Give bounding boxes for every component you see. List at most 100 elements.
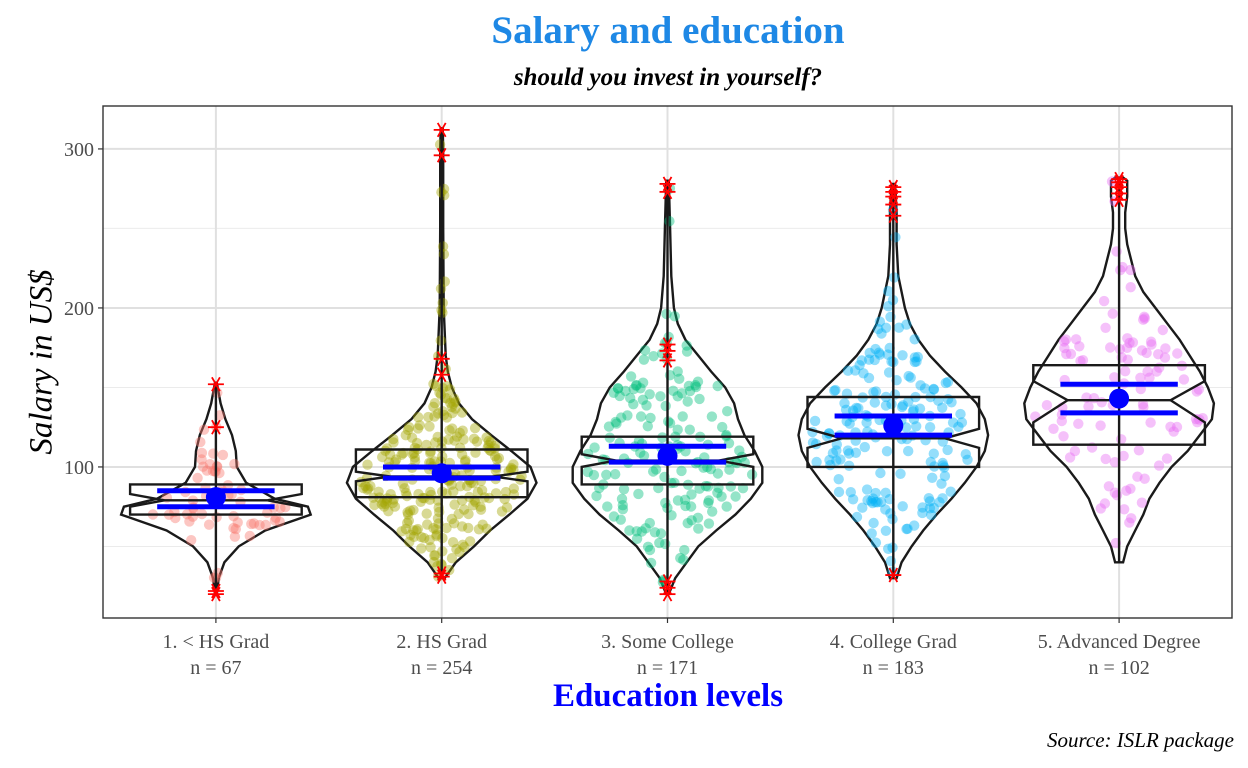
data-point [631, 526, 642, 537]
data-point [840, 404, 852, 415]
data-point [946, 397, 957, 408]
data-point [1105, 342, 1116, 353]
data-point [496, 506, 508, 517]
data-point [903, 396, 914, 407]
data-point [459, 456, 471, 467]
data-point [914, 403, 926, 414]
outlier-stroke [662, 574, 673, 589]
data-point [443, 434, 454, 445]
data-point [612, 383, 624, 394]
data-point [1120, 366, 1131, 377]
outlier-stroke [662, 337, 673, 352]
data-point [1172, 348, 1183, 359]
data-point [885, 555, 897, 567]
data-point [1069, 445, 1081, 457]
data-point [1103, 481, 1115, 492]
data-point [602, 501, 613, 512]
data-point [408, 531, 420, 542]
data-point [428, 556, 440, 568]
data-point [402, 509, 414, 520]
data-point [444, 425, 455, 436]
data-point [471, 436, 483, 447]
data-point [610, 469, 621, 480]
data-point [448, 398, 459, 409]
data-point [880, 400, 892, 411]
data-point [880, 504, 891, 515]
data-point [628, 399, 639, 410]
outlier-stroke [211, 586, 221, 602]
data-point [721, 429, 732, 441]
data-point [859, 441, 870, 453]
data-point [1124, 517, 1135, 528]
data-point [896, 401, 908, 413]
data-point [648, 466, 659, 477]
data-point [402, 507, 413, 518]
outlier-marker [433, 569, 450, 585]
data-point [1119, 504, 1130, 515]
outlier-marker [885, 567, 902, 583]
data-point [672, 495, 684, 506]
data-point [645, 557, 657, 569]
data-point [388, 437, 399, 448]
data-point [377, 451, 388, 463]
data-point [456, 407, 468, 418]
data-point [1109, 457, 1121, 468]
data-point [684, 424, 695, 435]
data-point [422, 519, 433, 530]
data-point [404, 536, 415, 548]
data-point [897, 501, 908, 512]
x-tick-count-label: n = 183 [863, 657, 924, 679]
data-point [229, 531, 241, 542]
data-point [454, 546, 465, 558]
data-point [1115, 264, 1126, 276]
data-point [387, 497, 398, 509]
data-point [448, 486, 459, 497]
data-point [917, 502, 928, 513]
data-point [875, 467, 886, 479]
data-point [668, 385, 679, 396]
data-point [850, 447, 862, 458]
data-point [648, 351, 659, 362]
data-point [468, 500, 479, 511]
data-point [446, 479, 457, 490]
y-tick-label: 100 [64, 457, 94, 479]
data-point [676, 465, 687, 477]
data-point [601, 469, 612, 480]
data-point [835, 454, 846, 465]
data-point [703, 495, 715, 506]
data-point [831, 445, 842, 456]
data-point [912, 351, 923, 363]
data-point [616, 493, 628, 505]
category-group [1023, 171, 1216, 564]
data-point [923, 493, 934, 504]
data-point [831, 439, 842, 450]
x-tick-count-label: n = 254 [411, 657, 472, 679]
x-tick-label: 1. < HS Grad [162, 631, 269, 653]
data-point [845, 487, 856, 498]
data-point [483, 435, 495, 447]
data-point [901, 523, 912, 535]
data-point [203, 519, 215, 530]
data-point [1153, 460, 1165, 471]
data-point [655, 528, 667, 539]
data-point [447, 407, 458, 419]
data-point [384, 449, 396, 460]
data-point [883, 367, 895, 378]
data-point [649, 527, 661, 538]
data-point [827, 448, 839, 459]
data-point [430, 550, 441, 561]
data-point [468, 478, 479, 489]
data-point [1171, 421, 1183, 433]
data-point [1153, 349, 1164, 360]
data-point [196, 447, 208, 459]
data-point [184, 516, 195, 527]
data-point [229, 458, 240, 470]
data-point [1073, 418, 1084, 429]
data-point [625, 392, 636, 404]
data-point [196, 454, 207, 465]
data-point [866, 496, 877, 507]
data-point [868, 517, 879, 529]
data-point [937, 402, 948, 413]
data-point [858, 368, 869, 379]
data-point [1145, 336, 1157, 347]
